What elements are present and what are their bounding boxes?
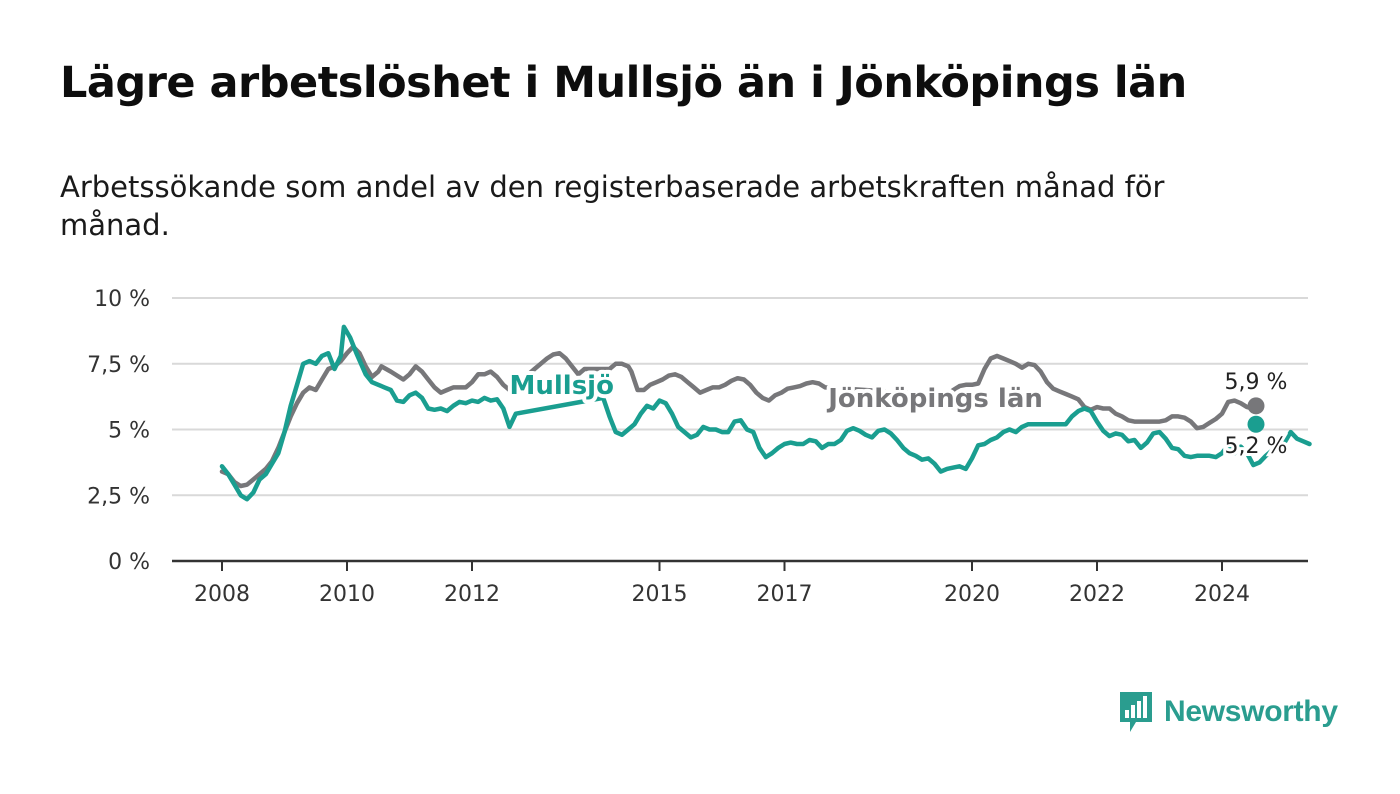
axes: 0 % 2,5 % 5 % 7,5 % 10 % 2008 2010 2012 2015 2017… xyxy=(87,287,1308,607)
x-tick-label: 2017 xyxy=(757,582,813,607)
end-value-label: 5,9 % xyxy=(1225,370,1288,395)
x-tick-label: 2008 xyxy=(194,582,250,607)
series-label-mullsjo: Mullsjö xyxy=(510,371,614,401)
x-tick-label: 2020 xyxy=(944,582,1000,607)
series-label-halo: Mullsjö xyxy=(510,371,614,401)
series-label-halo: Jönköpings län xyxy=(826,384,1043,414)
y-tick-label: 0 % xyxy=(108,550,150,575)
end-label-halo: 5,2 % xyxy=(1225,434,1288,459)
end-marker-mullsjo xyxy=(1247,415,1265,433)
end-marker-jonkopings-lan xyxy=(1247,397,1265,415)
y-tick-label: 2,5 % xyxy=(87,484,150,509)
brand-name: Newsworthy xyxy=(1164,695,1338,728)
series xyxy=(219,324,1312,502)
y-tick-label: 10 % xyxy=(94,287,150,312)
newsworthy-logo[interactable]: Newsworthy xyxy=(1118,690,1338,734)
x-tick-label: 2010 xyxy=(319,582,375,607)
x-tick-label: 2012 xyxy=(444,582,500,607)
series-line-jonkopings-lan xyxy=(219,344,1256,489)
x-tick-label: 2022 xyxy=(1069,582,1125,607)
x-tick-label: 2015 xyxy=(632,582,688,607)
x-tick-label: 2024 xyxy=(1194,582,1250,607)
chart-subtitle: Arbetssökande som andel av den registerb… xyxy=(60,170,1165,242)
end-label-halo: 5,9 % xyxy=(1225,370,1288,395)
end-value-label: 5,2 % xyxy=(1225,434,1288,459)
series-label-jonkopings-lan: Jönköpings län xyxy=(826,384,1043,414)
y-tick-label: 5 % xyxy=(108,419,150,444)
line-chart: 0 % 2,5 % 5 % 7,5 % 10 % 2008 2010 2012 2015 2017… xyxy=(87,287,1312,607)
y-tick-label: 7,5 % xyxy=(87,353,150,378)
chart-title: Lägre arbetslöshet i Mullsjö än i Jönköp… xyxy=(60,58,1187,108)
bar-chart-icon xyxy=(1120,692,1152,732)
series-line-mullsjo xyxy=(219,324,1312,502)
